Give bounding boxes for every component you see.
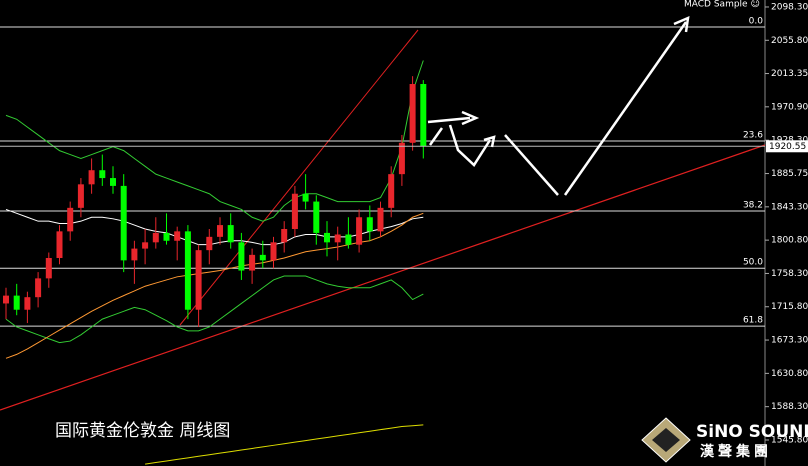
candle-body [88, 170, 95, 185]
logo-icon-inner [652, 428, 680, 452]
marks [0, 26, 765, 465]
candle-body [120, 185, 127, 261]
candle-body [206, 236, 213, 251]
chart-title: 国际黄金伦敦金 周线图 [55, 421, 230, 441]
y-tick-label: 1673.30 [771, 336, 808, 346]
forecast-arrows [427, 15, 690, 196]
candle-body [67, 207, 74, 232]
y-tick-label: 1630.80 [771, 369, 808, 379]
fib-label: 38.2 [743, 200, 763, 210]
brand-sub: 漢聲集團 [700, 443, 772, 460]
fib-label: 23.6 [743, 130, 763, 140]
overlay-line [145, 424, 424, 465]
arrow [427, 116, 471, 124]
candle-body [56, 231, 63, 259]
arrow [563, 21, 688, 196]
candle-body [195, 250, 202, 310]
candle-body [217, 225, 223, 237]
candle-body [377, 207, 384, 232]
y-tick-label: 1758.30 [771, 269, 808, 279]
candle-body [142, 242, 149, 249]
y-tick-label: 2055.80 [771, 36, 808, 46]
candle-body [35, 278, 42, 298]
arrow-head [483, 135, 496, 148]
fib-label: 50.0 [743, 258, 763, 268]
candle-body [13, 295, 20, 310]
fib-label: 0.0 [749, 17, 764, 27]
candle-body [281, 229, 288, 243]
candle-body [163, 232, 170, 241]
arrow-head [461, 110, 480, 126]
candle-body [313, 201, 320, 233]
overlay-line [5, 208, 424, 246]
candle-body [291, 193, 298, 230]
fib-label: 61.8 [743, 316, 763, 326]
y-tick-label: 1843.30 [771, 202, 808, 212]
candle-body [3, 295, 9, 304]
candle-body [366, 217, 373, 232]
last-price-label: 1920.55 [769, 142, 806, 152]
overlay-line [5, 212, 424, 359]
candle-body [24, 297, 31, 310]
candle-body [334, 234, 341, 243]
candle-body [324, 232, 330, 243]
candle-body [110, 178, 116, 186]
candle-body [227, 225, 234, 243]
y-tick-label: 1545.80 [771, 435, 808, 445]
candle-body [99, 170, 106, 179]
y-tick-label: 1970.90 [771, 102, 808, 112]
y-tick-label: 1715.80 [771, 302, 808, 312]
candle-body [131, 248, 138, 261]
arrow [428, 127, 444, 146]
candle-body [45, 258, 52, 279]
candle-body [270, 242, 277, 261]
y-tick-label: 1885.75 [771, 169, 808, 179]
candle-body [174, 231, 181, 241]
arrow [504, 134, 559, 196]
y-tick-label: 2013.35 [771, 69, 808, 79]
y-tick-label: 2098.30 [771, 2, 808, 12]
candle-body [302, 193, 309, 202]
candle-body [77, 184, 84, 208]
candle-body [398, 142, 405, 175]
trend-line [0, 144, 766, 411]
candle-body [152, 232, 159, 243]
fib-diagonal [179, 29, 419, 326]
overlay-line [5, 60, 424, 222]
y-tick-label: 1800.80 [771, 236, 808, 246]
candle-body [249, 254, 256, 271]
candle-body [420, 84, 427, 147]
candle-body [238, 242, 245, 271]
last-price-box [766, 140, 808, 153]
y-tick-label: 1588.30 [771, 402, 808, 412]
candle-body [345, 234, 352, 245]
candle-body [409, 84, 416, 143]
candle-body [356, 217, 363, 245]
arrow [448, 124, 492, 167]
indicator-label: MACD Sample ☺ [684, 0, 760, 10]
candle-body [259, 254, 266, 261]
candle-body [388, 174, 395, 208]
arrow-head [673, 15, 690, 33]
overlay-line [5, 275, 424, 344]
brand: SiNO SOUND [696, 422, 808, 442]
candle-body [184, 231, 191, 310]
